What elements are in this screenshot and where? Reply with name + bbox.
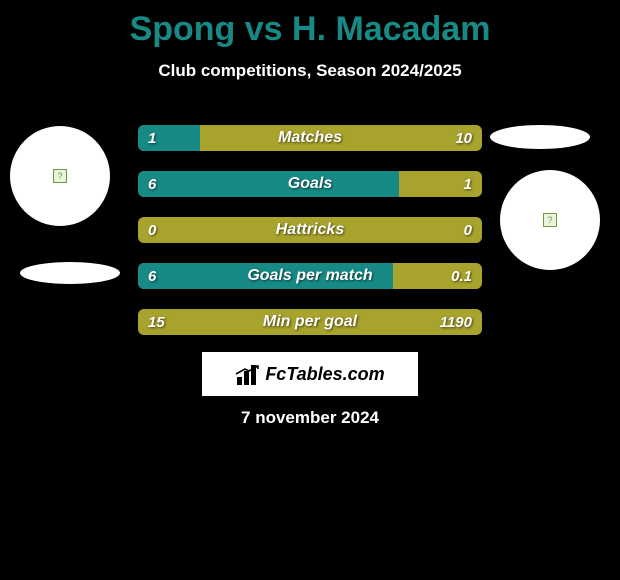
bar-fill-left — [138, 125, 200, 151]
stat-value-right: 1190 — [440, 309, 472, 335]
stat-value-right: 0.1 — [451, 263, 472, 289]
stats-bars: 1Matches10 6Goals1 0Hattricks0 6Goals per m… — [138, 125, 482, 355]
stat-label: Hattricks — [138, 217, 482, 243]
avatar-shadow-right — [490, 125, 590, 149]
stat-bar: 0Hattricks0 — [138, 217, 482, 243]
watermark-text: FcTables.com — [265, 364, 384, 385]
bar-fill-left — [138, 171, 399, 197]
avatar-right: ? — [500, 170, 600, 270]
stat-value-right: 0 — [464, 217, 472, 243]
stat-label: Min per goal — [138, 309, 482, 335]
page-title: Spong vs H. Macadam — [0, 0, 620, 49]
stat-bar: 1Matches10 — [138, 125, 482, 151]
stat-value-right: 1 — [464, 171, 472, 197]
watermark: FcTables.com — [202, 352, 418, 396]
bar-fill-left — [138, 263, 393, 289]
stat-value-left: 0 — [148, 217, 156, 243]
avatar-left: ? — [10, 126, 110, 226]
image-placeholder-icon: ? — [543, 213, 557, 227]
subtitle: Club competitions, Season 2024/2025 — [0, 61, 620, 81]
stat-bar: 15Min per goal1190 — [138, 309, 482, 335]
chart-icon — [235, 363, 261, 385]
stat-bar: 6Goals per match0.1 — [138, 263, 482, 289]
stat-value-left: 15 — [148, 309, 165, 335]
avatar-shadow-left — [20, 262, 120, 284]
date-text: 7 november 2024 — [0, 408, 620, 428]
image-placeholder-icon: ? — [53, 169, 67, 183]
stat-value-right: 10 — [455, 125, 472, 151]
stat-bar: 6Goals1 — [138, 171, 482, 197]
